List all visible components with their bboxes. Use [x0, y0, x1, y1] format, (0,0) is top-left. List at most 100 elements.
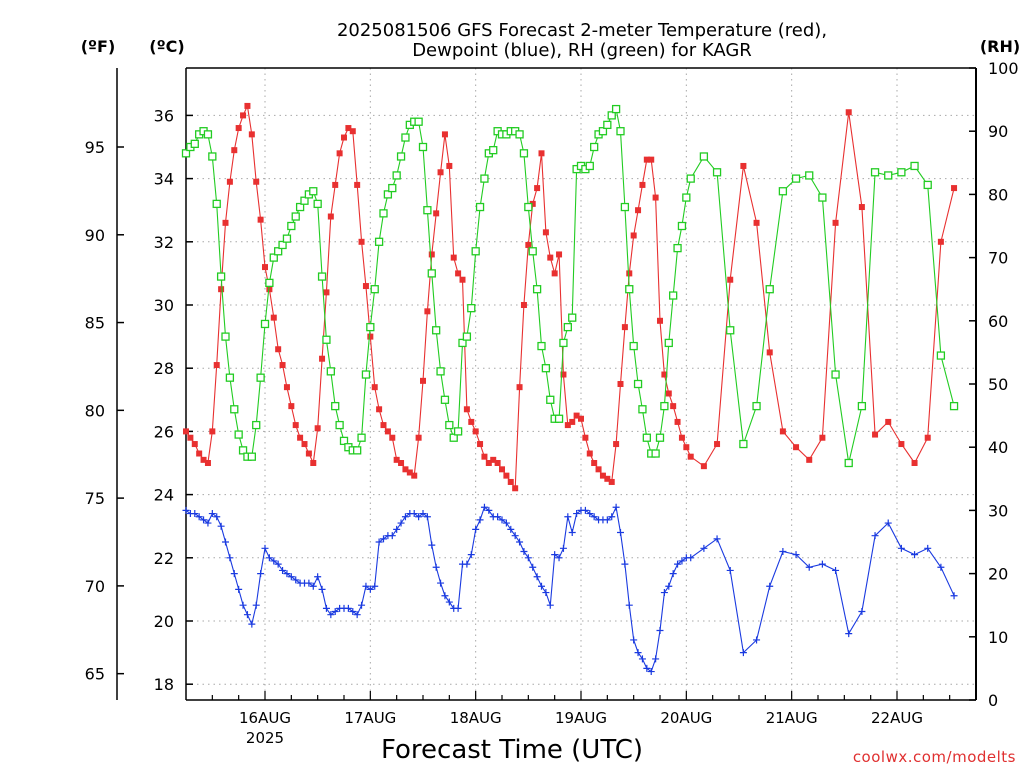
- temperature-point: [529, 200, 536, 207]
- temperature-point: [674, 418, 681, 425]
- temperature-point: [911, 460, 918, 466]
- rh-point: [524, 202, 533, 212]
- rh-point: [436, 367, 445, 376]
- temperature-point: [200, 456, 207, 463]
- rh-point: [471, 247, 480, 256]
- temperature-point: [512, 485, 519, 492]
- dewpoint-point: [441, 592, 449, 600]
- dewpoint-point: [454, 604, 462, 612]
- dewpoint-point: [322, 604, 330, 612]
- temperature-point: [292, 422, 299, 429]
- dewpoint-point: [551, 551, 559, 559]
- rh-point: [221, 332, 230, 341]
- rh-point: [805, 171, 814, 180]
- temperature-point: [415, 434, 422, 441]
- rh-point: [857, 401, 867, 411]
- dewpoint-point: [472, 525, 480, 533]
- temperature-point: [248, 131, 255, 138]
- dewpoint-point: [502, 519, 510, 527]
- fahrenheit-tick-label: 80: [85, 401, 105, 420]
- rh-tick-label: 90: [988, 122, 1008, 141]
- temperature-point: [371, 384, 378, 391]
- x-tick-label: 19AUG: [555, 709, 607, 727]
- dewpoint-point: [393, 525, 401, 533]
- dewpoint-point: [753, 636, 761, 644]
- temperature-point: [279, 362, 286, 369]
- dewpoint-point: [538, 582, 545, 590]
- rh-point: [897, 168, 906, 177]
- dewpoint-point: [371, 582, 379, 590]
- temperature-point: [226, 178, 233, 185]
- dewpoint-point: [243, 611, 251, 619]
- temperature-point: [437, 169, 444, 176]
- temperature-point: [630, 232, 637, 239]
- dewpoint-point: [559, 544, 567, 552]
- dewpoint-point: [581, 506, 589, 514]
- temperature-point: [319, 355, 326, 362]
- rh-point: [445, 420, 454, 430]
- rh-point: [423, 206, 432, 215]
- dewpoint-point: [287, 573, 295, 581]
- dewpoint-point: [182, 506, 190, 514]
- dewpoint-point: [617, 529, 624, 537]
- temperature-point: [450, 254, 457, 261]
- dewpoint-point: [428, 541, 436, 549]
- rh-point: [923, 180, 932, 190]
- dewpoint-point: [739, 649, 747, 657]
- temperature-point: [898, 441, 905, 448]
- temperature-point: [525, 241, 532, 248]
- temperature-point: [301, 441, 308, 448]
- dewpoint-point: [226, 554, 234, 562]
- dewpoint-point: [410, 510, 418, 518]
- x-tick-label: 22AUG: [871, 709, 923, 727]
- temperature-point: [384, 428, 391, 435]
- rh-point: [230, 405, 239, 414]
- dewpoint-point: [911, 551, 919, 559]
- rh-point: [765, 285, 774, 294]
- temperature-point: [503, 472, 510, 479]
- tick-labels: 18 20 22 24 26 28 30 32 34 36 65 70 75 80 85 90 95 0 10 20 3…: [85, 59, 1019, 747]
- dewpoint-point: [327, 611, 335, 619]
- dewpoint-point: [257, 570, 265, 578]
- dewpoint-point: [305, 579, 313, 587]
- rh-point: [269, 253, 278, 262]
- x-tick-sublabel: 2025: [246, 729, 284, 747]
- dewpoint-point: [608, 513, 616, 521]
- x-tick-label: 20AUG: [660, 709, 712, 727]
- rh-point: [664, 338, 673, 348]
- celsius-tick-label: 24: [154, 486, 174, 505]
- rh-point: [234, 430, 243, 439]
- dewpoint-point: [344, 604, 352, 612]
- rh-point: [265, 278, 274, 288]
- temperature-point: [494, 460, 501, 466]
- rh-point: [238, 446, 248, 455]
- temperature-point: [441, 131, 448, 138]
- dewpoint-point: [603, 516, 611, 524]
- temperature-point: [275, 346, 282, 353]
- temperature-point: [626, 270, 633, 277]
- temperature-point: [459, 276, 466, 283]
- temperature-point: [446, 162, 453, 169]
- dewpoint-point: [375, 538, 383, 546]
- temperature-point: [872, 431, 879, 438]
- rh-point: [326, 367, 335, 376]
- temperature-point: [354, 181, 361, 188]
- celsius-tick-label: 36: [154, 106, 174, 125]
- temperature-point: [520, 302, 527, 308]
- dewpoint-point: [511, 532, 519, 540]
- rh-point: [366, 322, 375, 332]
- rh-point: [642, 433, 651, 442]
- dewpoint-point: [643, 664, 651, 672]
- rh-point: [686, 174, 695, 183]
- temperature-point: [779, 428, 786, 435]
- dewpoint-point: [573, 510, 581, 518]
- dewpoint-point: [423, 513, 431, 521]
- rh-tick-label: 80: [988, 185, 1008, 204]
- series-layer: [181, 102, 959, 676]
- rh-point: [313, 199, 322, 209]
- dewpoint-point: [485, 506, 493, 514]
- temperature-point: [380, 422, 387, 429]
- rh-point: [655, 433, 665, 442]
- rh-point: [519, 149, 529, 158]
- rh-point: [480, 174, 489, 183]
